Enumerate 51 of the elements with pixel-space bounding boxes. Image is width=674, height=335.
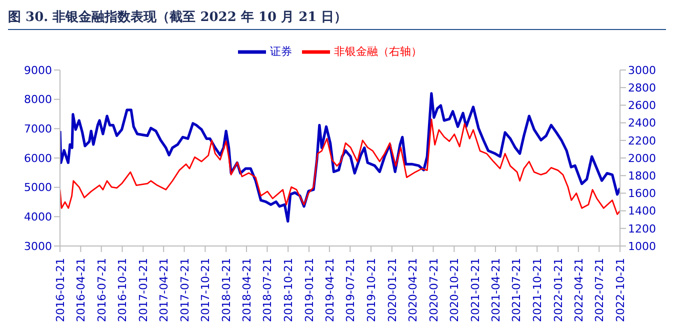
y-tick-label: 6000	[24, 152, 52, 165]
x-tick-label: 2017-10-21	[199, 258, 212, 322]
x-tick-label: 2016-04-21	[74, 258, 88, 322]
y-tick-label: 4000	[24, 210, 52, 224]
x-tick-label: 2019-10-21	[365, 258, 378, 322]
y-tick-label: 7000	[24, 122, 52, 136]
y2-tick-label: 1800	[628, 170, 656, 183]
x-tick-label: 2017-01-21	[137, 258, 150, 322]
x-tick-label: 2020-10-21	[448, 258, 462, 322]
y2-tick-label: 2600	[628, 99, 656, 112]
y2-tick-label: 1200	[628, 222, 656, 236]
x-tick-label: 2018-07-21	[261, 258, 274, 322]
x-tick-label: 2018-10-21	[282, 258, 296, 322]
x-tick-label: 2018-01-21	[220, 258, 234, 322]
x-tick-label: 2019-07-21	[344, 258, 358, 322]
x-tick-label: 2022-01-21	[552, 258, 565, 322]
legend-label: 证券	[270, 45, 292, 58]
y2-tick-label: 1600	[628, 187, 656, 200]
y2-tick-label: 2200	[628, 134, 656, 148]
y-tick-label: 3000	[24, 240, 52, 253]
y-tick-label: 8000	[24, 93, 52, 106]
x-tick-label: 2020-01-21	[386, 258, 399, 322]
y2-tick-label: 2800	[628, 82, 656, 95]
x-tick-label: 2019-01-21	[302, 258, 316, 322]
x-tick-label: 2017-04-21	[158, 258, 171, 322]
x-tick-label: 2020-04-21	[406, 258, 420, 322]
x-tick-label: 2021-01-21	[469, 258, 482, 322]
x-tick-label: 2016-10-21	[116, 258, 130, 322]
y2-tick-label: 1400	[628, 204, 656, 218]
x-tick-label: 2019-04-21	[323, 258, 336, 322]
y2-tick-label: 1000	[628, 240, 656, 253]
x-tick-label: 2022-10-21	[614, 258, 627, 322]
legend-label: 非银金融（右轴）	[334, 45, 422, 58]
line-series	[60, 118, 620, 216]
x-tick-label: 2021-07-21	[510, 258, 524, 322]
y-tick-label: 5000	[24, 181, 52, 194]
x-tick-label: 2017-07-21	[178, 258, 192, 322]
line-series	[60, 92, 620, 223]
y2-tick-label: 3000	[628, 64, 656, 77]
chart-title: 图 30. 非银金融指数表现（截至 2022 年 10 月 21 日）	[8, 8, 666, 30]
x-tick-label: 2022-07-21	[593, 258, 606, 322]
x-tick-label: 2016-07-21	[95, 258, 108, 322]
y2-tick-label: 2000	[628, 152, 656, 165]
x-tick-label: 2021-04-21	[490, 258, 503, 322]
x-tick-label: 2022-04-21	[572, 258, 586, 322]
y2-tick-label: 2400	[628, 116, 656, 130]
x-tick-label: 2018-04-21	[240, 258, 254, 322]
x-tick-label: 2016-01-21	[54, 258, 67, 322]
y-tick-label: 9000	[24, 64, 52, 77]
x-tick-label: 2021-10-21	[531, 258, 544, 322]
x-tick-label: 2020-07-21	[427, 258, 440, 322]
